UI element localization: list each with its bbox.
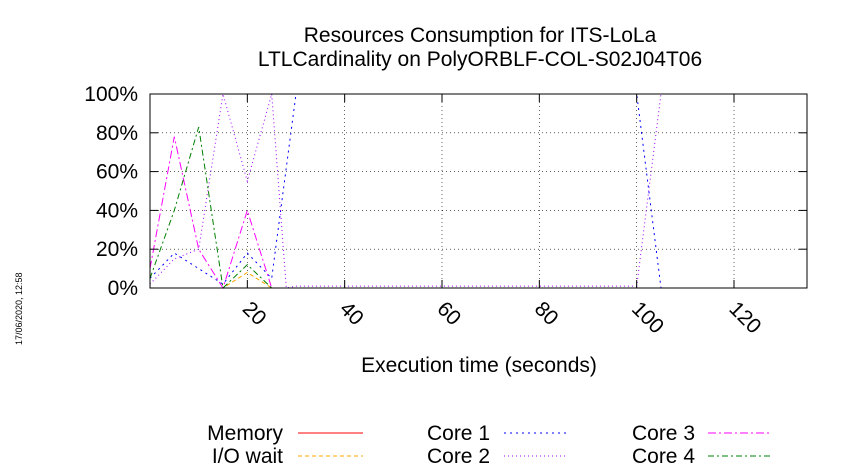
chart-title: Resources Consumption for ITS-LoLa <box>304 24 657 47</box>
series-line-core-1 <box>149 93 807 289</box>
plot-frame <box>149 93 808 289</box>
legend-label-memory: Memory <box>207 422 283 445</box>
series-line-core-2 <box>149 93 807 289</box>
series-lines <box>149 93 807 290</box>
y-tick-label: 80% <box>96 122 138 145</box>
y-axis-ticks: 0% 20% 40% 60% 80% 100% <box>84 83 807 300</box>
y-tick-label: 20% <box>96 238 138 261</box>
y-tick-label: 60% <box>96 161 138 184</box>
x-tick-label: 100 <box>627 297 668 338</box>
x-tick-label: 40 <box>335 297 368 330</box>
series-line-core-4 <box>149 126 807 290</box>
x-tick-label: 120 <box>724 297 765 338</box>
legend-label-core-1: Core 1 <box>427 422 490 445</box>
x-axis-label: Execution time (seconds) <box>361 354 597 377</box>
x-tick-label: 60 <box>432 297 465 330</box>
legend-label-core-3: Core 3 <box>632 422 695 445</box>
x-tick-label: 80 <box>530 297 563 330</box>
grid-lines <box>150 94 807 288</box>
chart-subtitle: LTLCardinality on PolyORBLF-COL-S02J04T0… <box>258 48 702 71</box>
y-tick-label: 40% <box>96 199 138 222</box>
legend-label-core-2: Core 2 <box>427 445 490 468</box>
series-line-i-o-wait <box>150 271 807 289</box>
series-line-core-3 <box>149 136 807 290</box>
timestamp: 17/06/2020, 12:58 <box>14 272 24 345</box>
y-tick-label: 100% <box>84 83 138 106</box>
x-tick-label: 20 <box>238 297 271 330</box>
legend-label-i-o-wait: I/O wait <box>212 445 283 468</box>
legend-label-core-4: Core 4 <box>632 445 695 468</box>
y-tick-label: 0% <box>108 277 138 300</box>
x-axis-ticks: 20 40 60 80 100 120 <box>238 94 766 338</box>
